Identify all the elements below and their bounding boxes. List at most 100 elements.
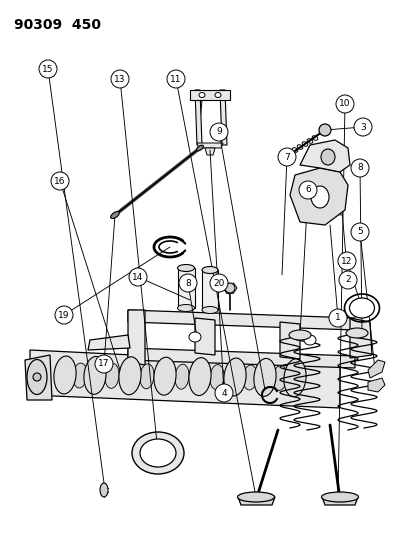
Ellipse shape xyxy=(199,93,204,98)
Polygon shape xyxy=(197,143,223,148)
Circle shape xyxy=(209,274,228,292)
Circle shape xyxy=(129,268,147,286)
Ellipse shape xyxy=(349,298,374,318)
Text: 15: 15 xyxy=(42,64,54,74)
Ellipse shape xyxy=(33,373,41,381)
Ellipse shape xyxy=(104,364,119,389)
Text: 9: 9 xyxy=(216,127,221,136)
Ellipse shape xyxy=(223,358,245,396)
Ellipse shape xyxy=(27,359,47,394)
Polygon shape xyxy=(202,270,218,310)
Text: 10: 10 xyxy=(338,100,350,109)
Ellipse shape xyxy=(318,124,330,136)
Polygon shape xyxy=(195,90,202,145)
Ellipse shape xyxy=(177,264,194,271)
Ellipse shape xyxy=(119,357,141,395)
Text: 8: 8 xyxy=(185,279,190,287)
Ellipse shape xyxy=(214,93,221,98)
Ellipse shape xyxy=(140,364,154,389)
Ellipse shape xyxy=(110,212,119,219)
Ellipse shape xyxy=(242,365,256,390)
Polygon shape xyxy=(299,140,349,172)
Circle shape xyxy=(335,95,353,113)
Polygon shape xyxy=(289,168,347,225)
Ellipse shape xyxy=(303,335,315,345)
Ellipse shape xyxy=(175,364,189,389)
Ellipse shape xyxy=(188,358,211,395)
Ellipse shape xyxy=(177,304,194,311)
Circle shape xyxy=(353,118,371,136)
Text: 11: 11 xyxy=(170,75,181,84)
Text: 4: 4 xyxy=(221,389,226,398)
Circle shape xyxy=(95,355,113,373)
Text: 7: 7 xyxy=(283,152,289,161)
Circle shape xyxy=(51,172,69,190)
Text: 2: 2 xyxy=(344,276,350,285)
Ellipse shape xyxy=(345,328,367,338)
Ellipse shape xyxy=(253,359,275,397)
Ellipse shape xyxy=(84,357,106,394)
Ellipse shape xyxy=(224,283,235,293)
Ellipse shape xyxy=(272,366,286,390)
Text: 17: 17 xyxy=(98,359,109,368)
Ellipse shape xyxy=(237,492,274,502)
Text: 90309  450: 90309 450 xyxy=(14,18,101,32)
Polygon shape xyxy=(128,348,354,368)
Polygon shape xyxy=(279,322,299,359)
Ellipse shape xyxy=(140,439,176,467)
Text: 19: 19 xyxy=(58,311,69,319)
Ellipse shape xyxy=(310,186,328,208)
Text: 1: 1 xyxy=(334,313,340,322)
Ellipse shape xyxy=(196,145,203,151)
Polygon shape xyxy=(219,90,226,145)
Ellipse shape xyxy=(320,149,334,165)
Circle shape xyxy=(277,148,295,166)
Circle shape xyxy=(350,223,368,241)
Polygon shape xyxy=(25,355,52,400)
Circle shape xyxy=(111,70,129,88)
Ellipse shape xyxy=(209,365,223,390)
Polygon shape xyxy=(88,335,130,350)
Text: 12: 12 xyxy=(340,256,352,265)
Polygon shape xyxy=(237,497,274,505)
Circle shape xyxy=(328,309,346,327)
Ellipse shape xyxy=(288,330,310,340)
Ellipse shape xyxy=(283,359,305,397)
Circle shape xyxy=(337,252,355,270)
Ellipse shape xyxy=(73,363,87,388)
Polygon shape xyxy=(349,318,371,358)
Text: 14: 14 xyxy=(132,272,143,281)
Circle shape xyxy=(55,306,73,324)
Circle shape xyxy=(214,384,233,402)
Polygon shape xyxy=(30,350,339,408)
Circle shape xyxy=(338,271,356,289)
Text: 16: 16 xyxy=(54,176,66,185)
Circle shape xyxy=(350,159,368,177)
Ellipse shape xyxy=(100,483,108,497)
Circle shape xyxy=(298,181,316,199)
Ellipse shape xyxy=(189,332,201,342)
Ellipse shape xyxy=(154,357,176,395)
Ellipse shape xyxy=(202,306,218,313)
Ellipse shape xyxy=(321,492,358,502)
Text: 20: 20 xyxy=(213,279,224,287)
Polygon shape xyxy=(321,497,357,505)
Text: 3: 3 xyxy=(359,123,365,132)
Polygon shape xyxy=(367,378,384,392)
Polygon shape xyxy=(367,360,384,378)
Text: 13: 13 xyxy=(114,75,126,84)
Text: 5: 5 xyxy=(356,228,362,237)
Polygon shape xyxy=(195,318,214,355)
Circle shape xyxy=(178,274,197,292)
Circle shape xyxy=(39,60,57,78)
Polygon shape xyxy=(128,310,354,330)
Text: 6: 6 xyxy=(304,185,310,195)
Polygon shape xyxy=(178,268,195,308)
Ellipse shape xyxy=(54,356,76,394)
Text: 8: 8 xyxy=(356,164,362,173)
Polygon shape xyxy=(204,148,214,155)
Polygon shape xyxy=(190,90,230,100)
Ellipse shape xyxy=(132,432,183,474)
Circle shape xyxy=(209,123,228,141)
Polygon shape xyxy=(128,310,145,365)
